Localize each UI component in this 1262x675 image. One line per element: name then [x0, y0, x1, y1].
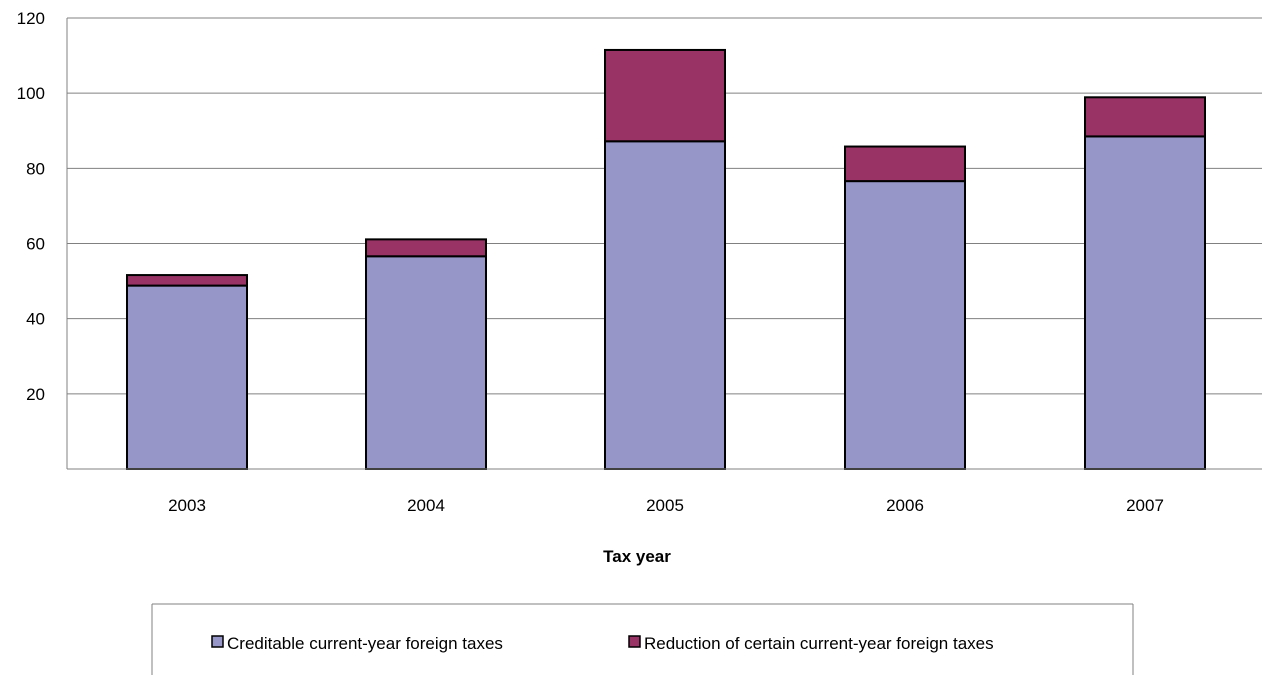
legend-label-1: Creditable current-year foreign taxes	[227, 634, 503, 653]
x-tick-label-2005: 2005	[646, 496, 684, 515]
bar-2005-series-2	[604, 48, 726, 143]
x-tick-label-2004: 2004	[407, 496, 445, 515]
bar-2004-series-1	[365, 255, 487, 470]
bar-2007-series-2	[1084, 96, 1206, 138]
y-tick-label-60: 60	[26, 235, 45, 254]
y-tick-label-20: 20	[26, 385, 45, 404]
bar-2007-series-1	[1084, 135, 1206, 470]
legend-swatch-1	[211, 635, 224, 648]
bar-2006-series-1	[844, 180, 966, 470]
bar-2005-series-1	[604, 140, 726, 470]
y-tick-label-40: 40	[26, 310, 45, 329]
y-tick-label-80: 80	[26, 159, 45, 178]
y-tick-label-100: 100	[17, 84, 45, 103]
x-tick-labels: 2003 2004 2005 2006 2007	[168, 496, 1164, 515]
bar-2006-series-2	[844, 145, 966, 183]
bar-2003-series-2	[126, 274, 248, 287]
x-tick-label-2007: 2007	[1126, 496, 1164, 515]
bar-2003-series-1	[126, 284, 248, 470]
x-tick-label-2003: 2003	[168, 496, 206, 515]
y-tick-labels: 20 40 60 80 100 120	[17, 9, 45, 404]
legend-label-2: Reduction of certain current-year foreig…	[644, 634, 994, 653]
x-tick-label-2006: 2006	[886, 496, 924, 515]
legend-swatch-2	[628, 635, 641, 648]
y-tick-label-120: 120	[17, 9, 45, 28]
x-axis-title: Tax year	[603, 547, 671, 566]
bar-2004-series-2	[365, 238, 487, 258]
legend: Creditable current-year foreign taxes Red…	[151, 603, 1134, 675]
bars	[126, 48, 1206, 470]
axes	[66, 18, 1262, 470]
